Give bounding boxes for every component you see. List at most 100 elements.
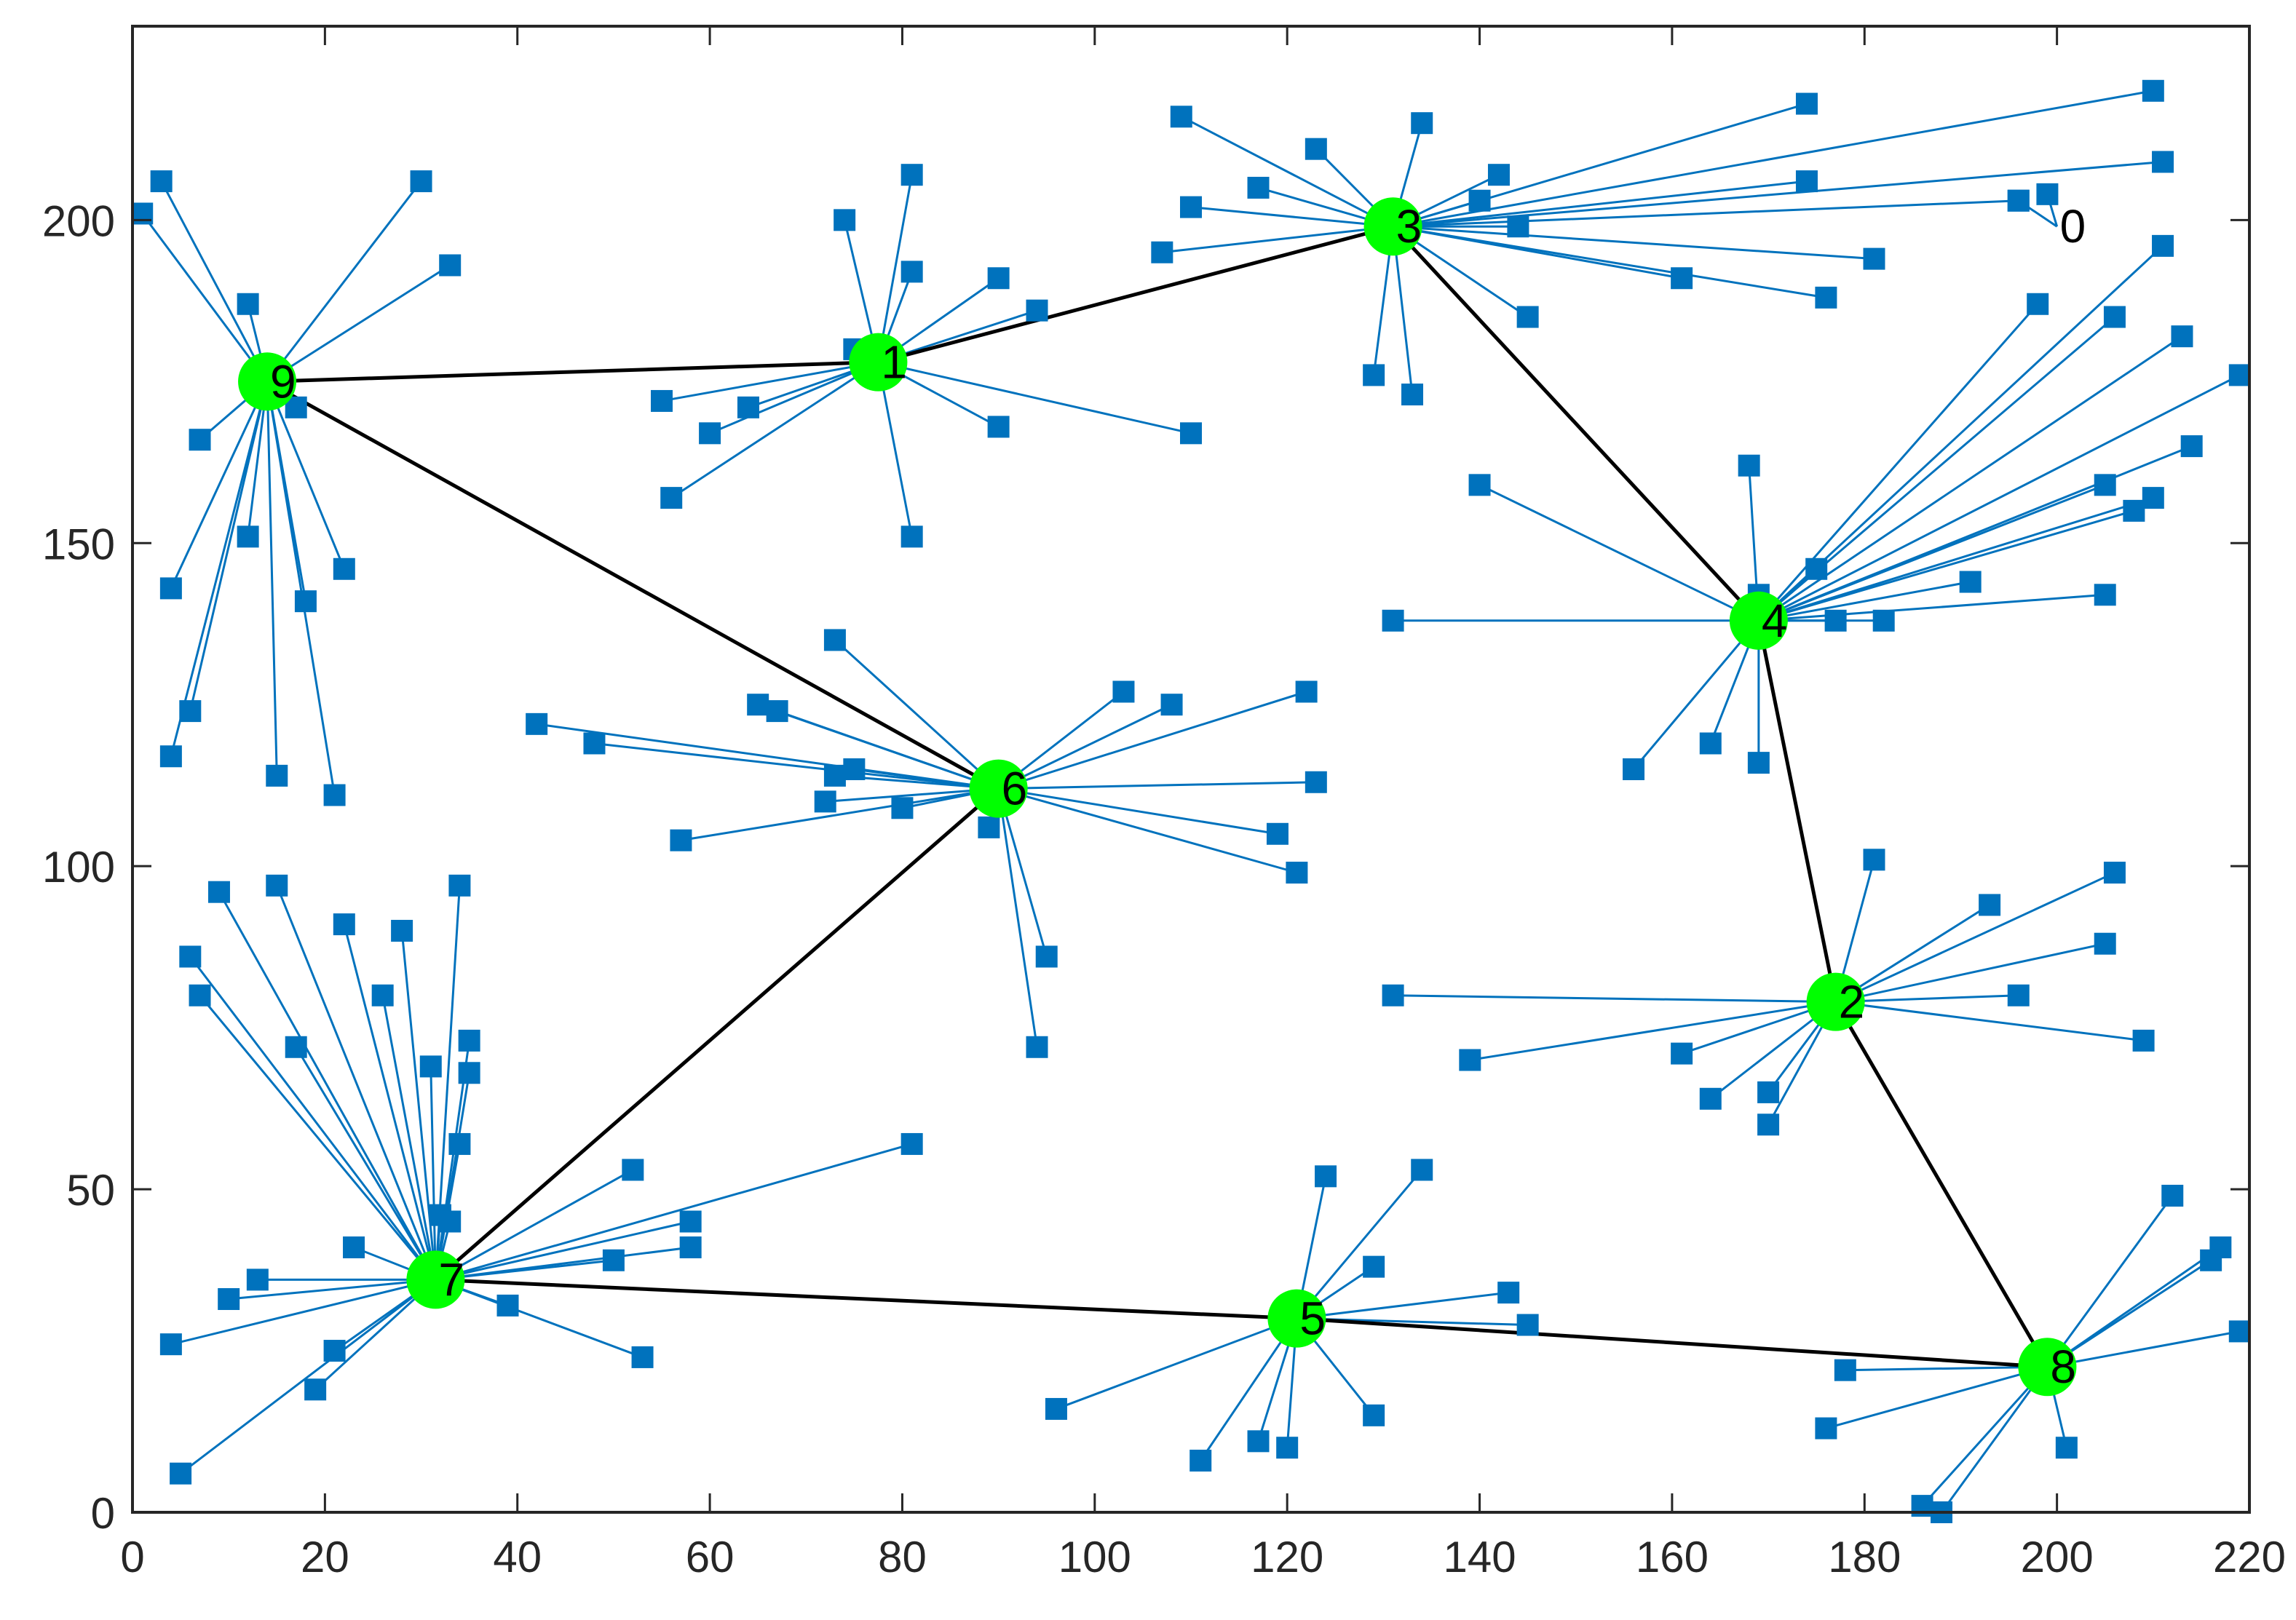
x-tick-label: 180	[1828, 1533, 1901, 1581]
member-node	[583, 732, 606, 755]
cluster-heads: 0 1 2 3 4 5 6 7 8 9	[238, 197, 2086, 1397]
member-node	[1382, 984, 1404, 1006]
member-node	[1276, 1437, 1299, 1459]
member-link	[1757, 303, 2039, 622]
member-link	[295, 1046, 437, 1281]
member-link	[1835, 994, 2019, 1004]
member-node	[246, 1268, 269, 1291]
x-tick-label: 100	[1058, 1533, 1131, 1581]
member-node	[2228, 364, 2251, 386]
member-node	[631, 1346, 654, 1368]
cluster-head-marker	[238, 352, 297, 411]
member-node	[1189, 1449, 1212, 1472]
member-node	[1363, 364, 1385, 386]
cluster-head-label: 9	[270, 355, 296, 408]
member-node	[1112, 680, 1135, 703]
backbone-link	[266, 380, 999, 790]
member-node	[1516, 306, 1539, 328]
member-node	[814, 790, 836, 813]
member-node	[1151, 241, 1173, 263]
member-link	[199, 994, 437, 1281]
member-node	[2094, 474, 2116, 496]
member-link	[2047, 1330, 2241, 1368]
member-node	[207, 881, 230, 903]
member-link	[998, 781, 1316, 790]
member-link	[1056, 1317, 1297, 1410]
member-node	[1160, 694, 1183, 716]
member-link	[834, 639, 999, 790]
x-tick-label: 40	[493, 1533, 542, 1581]
member-link	[266, 381, 346, 570]
member-link	[1296, 1169, 1423, 1319]
cluster-head-marker	[1729, 591, 1788, 650]
member-link	[1834, 871, 2115, 1003]
member-link	[1834, 904, 1990, 1003]
member-link	[1758, 483, 2106, 622]
member-link	[266, 381, 336, 795]
member-node	[285, 1036, 307, 1058]
member-node	[1468, 474, 1491, 496]
member-node	[448, 874, 471, 897]
member-node	[1026, 1036, 1048, 1058]
member-node	[1747, 752, 1770, 774]
member-link	[594, 742, 999, 790]
member-node	[737, 396, 759, 418]
member-link	[661, 361, 879, 402]
member-node	[1459, 1049, 1481, 1071]
member-node	[496, 1294, 519, 1317]
member-link	[1921, 1366, 2048, 1507]
member-link	[2046, 1259, 2212, 1368]
member-link	[1393, 103, 1808, 228]
cluster-head-marker	[1363, 197, 1422, 256]
member-link	[1835, 942, 2106, 1004]
member-node	[660, 487, 683, 509]
x-tick-label: 120	[1251, 1533, 1323, 1581]
member-node	[602, 1249, 625, 1271]
y-tick-label: 150	[42, 520, 115, 568]
cluster-head-marker	[1806, 972, 1865, 1031]
member-link	[435, 1169, 634, 1281]
member-link	[997, 788, 1038, 1047]
member-link	[1181, 115, 1394, 228]
member-node	[170, 1462, 192, 1485]
member-link	[1758, 374, 2241, 622]
y-tick-label: 50	[66, 1166, 115, 1215]
member-node	[891, 797, 914, 819]
member-node	[526, 712, 548, 735]
member-node	[439, 254, 462, 277]
cluster-head-marker	[2018, 1338, 2077, 1397]
member-node	[1468, 189, 1491, 212]
member-node	[1757, 1081, 1780, 1103]
x-tick-label: 20	[301, 1533, 349, 1581]
member-node	[439, 1210, 462, 1233]
member-node	[343, 1236, 365, 1258]
member-node	[2200, 1249, 2222, 1271]
member-node	[1805, 557, 1828, 580]
member-node	[323, 784, 346, 806]
member-link	[1470, 1001, 1836, 1062]
member-node	[1266, 822, 1288, 845]
cluster-head-label: 5	[1299, 1293, 1326, 1345]
cluster-head-label: 2	[1839, 976, 1865, 1028]
member-link	[670, 361, 879, 499]
member-node	[2055, 1437, 2078, 1459]
member-node	[1834, 1359, 1856, 1381]
member-nodes	[131, 79, 2251, 1523]
member-node	[131, 202, 154, 225]
member-link	[160, 180, 269, 383]
member-node	[333, 557, 355, 580]
member-node	[1247, 1430, 1270, 1453]
member-link	[435, 1220, 691, 1281]
member-node	[150, 170, 173, 193]
member-link	[1393, 225, 1875, 261]
x-tick-label: 80	[878, 1533, 927, 1581]
member-link	[1162, 225, 1393, 254]
member-link	[189, 956, 437, 1281]
member-link	[1393, 225, 1826, 299]
backbone-link	[1391, 225, 1760, 622]
member-node	[391, 919, 413, 942]
member-node	[987, 267, 1010, 290]
member-link	[1940, 1366, 2048, 1513]
member-node	[2161, 1184, 2184, 1207]
member-node	[237, 525, 259, 548]
